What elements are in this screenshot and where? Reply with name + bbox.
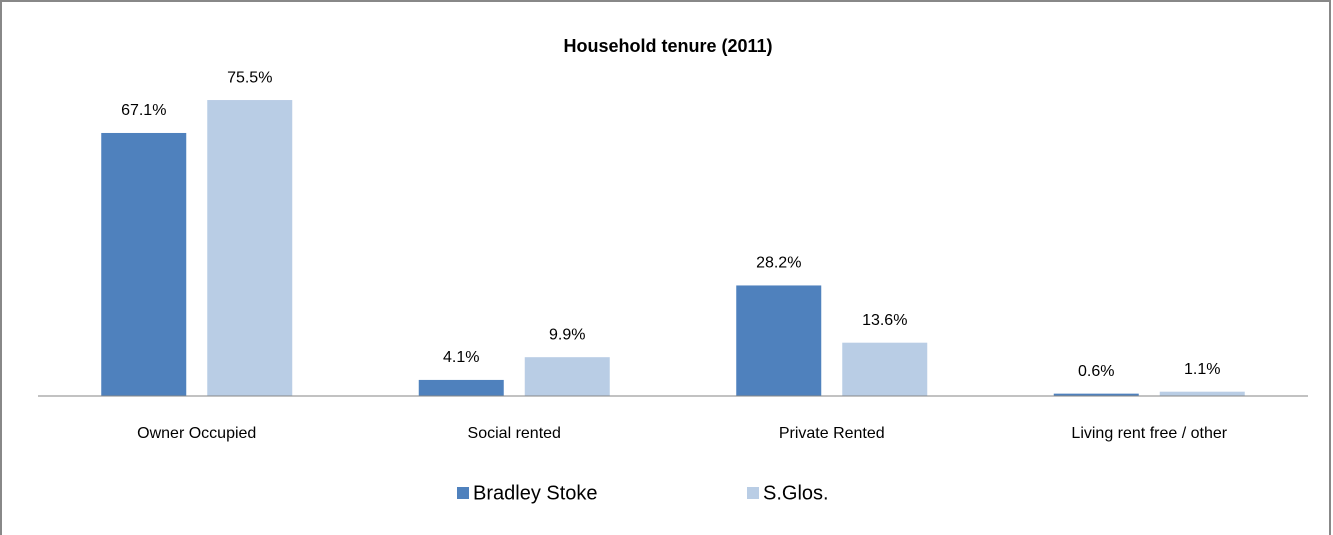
bar xyxy=(736,285,822,396)
bar xyxy=(1159,391,1245,396)
x-tick-label: Private Rented xyxy=(779,425,885,442)
legend-label: S.Glos. xyxy=(763,482,829,504)
data-label: 67.1% xyxy=(121,102,166,119)
legend-swatch xyxy=(457,487,469,499)
data-label: 28.2% xyxy=(756,255,801,272)
bar xyxy=(524,357,610,396)
data-label: 0.6% xyxy=(1078,363,1114,380)
chart-title: Household tenure (2011) xyxy=(563,36,772,56)
legend-swatch xyxy=(747,487,759,499)
data-label: 9.9% xyxy=(549,326,585,343)
x-tick-label: Living rent free / other xyxy=(1071,425,1227,442)
data-label: 13.6% xyxy=(862,312,907,329)
bar xyxy=(418,379,504,396)
data-label: 1.1% xyxy=(1184,361,1220,378)
x-tick-label: Owner Occupied xyxy=(137,425,256,442)
x-tick-label: Social rented xyxy=(468,425,561,442)
data-label: 75.5% xyxy=(227,69,272,86)
legend-label: Bradley Stoke xyxy=(473,482,598,504)
bar xyxy=(101,132,187,396)
data-label: 4.1% xyxy=(443,349,479,366)
bar xyxy=(1053,393,1139,396)
bar xyxy=(207,100,293,396)
bar xyxy=(842,342,928,396)
